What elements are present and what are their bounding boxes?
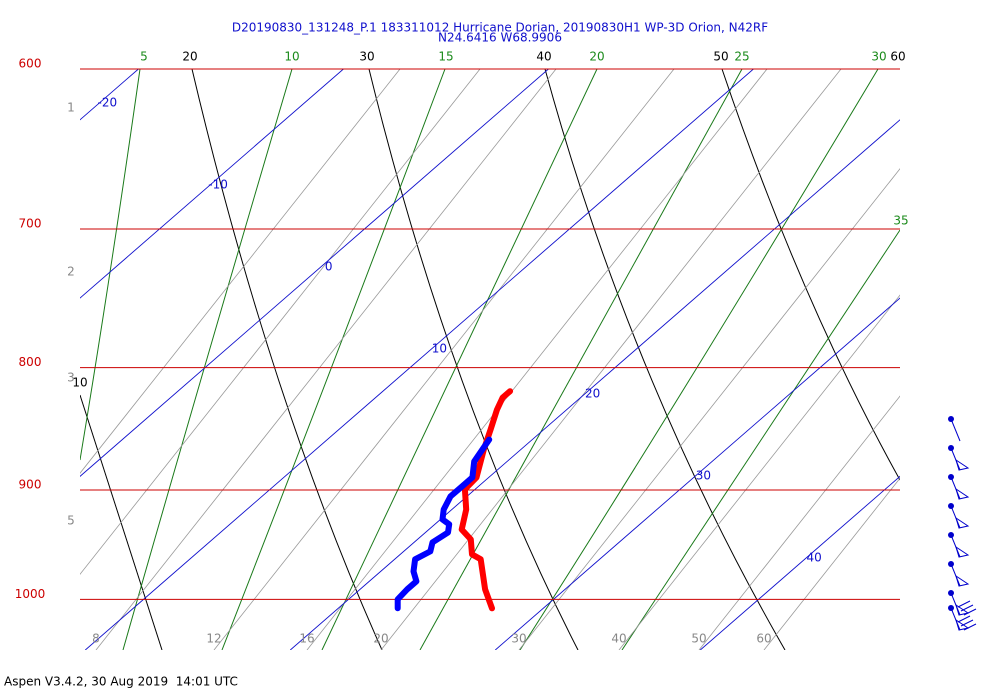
mixing-ratio-line bbox=[380, 69, 842, 650]
moist-adiabat-label: 35 bbox=[893, 214, 908, 228]
profile-line bbox=[394, 436, 493, 612]
barb-flag bbox=[955, 545, 970, 558]
y-tick-label: 1000 bbox=[15, 587, 46, 601]
barb-flag bbox=[955, 458, 970, 471]
isotherm-label: 40 bbox=[806, 551, 821, 565]
barb-flag bbox=[955, 618, 970, 631]
barb-staff bbox=[950, 447, 961, 471]
isotherm-label: 30 bbox=[696, 469, 711, 483]
mixing-ratio-line bbox=[618, 294, 900, 650]
side-label: 3 bbox=[67, 371, 75, 385]
footer: Aspen V3.4.2, 30 Aug 2019 14:01 UTC bbox=[4, 675, 238, 689]
moist-adiabat bbox=[122, 69, 293, 650]
mixing-ratio-line bbox=[698, 395, 900, 650]
moist-adiabat-label: 10 bbox=[284, 50, 299, 64]
barb-feather bbox=[960, 619, 974, 627]
moist-adiabat bbox=[321, 69, 598, 650]
dry-adiabat-label: 10 bbox=[72, 376, 87, 390]
side-label: 2 bbox=[67, 265, 75, 279]
barb-staff bbox=[950, 476, 961, 500]
mixing-ratio-label: 40 bbox=[611, 632, 626, 646]
barb-staff bbox=[950, 534, 961, 558]
side-label: 1 bbox=[67, 101, 75, 115]
barb-feather bbox=[963, 623, 977, 631]
mixing-ratio-lines bbox=[80, 69, 900, 650]
dry-adiabat-label: 50 bbox=[713, 50, 728, 64]
moist-adiabat-label: 30 bbox=[871, 50, 886, 64]
moist-adiabat-label: 25 bbox=[734, 50, 749, 64]
mixing-ratio-label: 12 bbox=[206, 632, 221, 646]
dry-adiabat-label: 40 bbox=[536, 50, 551, 64]
isotherm bbox=[700, 475, 900, 650]
dry-adiabat-label: 20 bbox=[182, 50, 197, 64]
isotherm bbox=[80, 69, 344, 299]
dry-adiabat-label: 30 bbox=[359, 50, 374, 64]
moist-adiabat bbox=[221, 69, 446, 650]
isotherm-label: 0 bbox=[325, 260, 333, 274]
barb-feather bbox=[960, 604, 974, 612]
isotherm-label: 10 bbox=[432, 342, 447, 356]
y-tick-label: 600 bbox=[19, 57, 42, 71]
profile-line bbox=[458, 388, 514, 612]
mixing-ratio-line bbox=[213, 69, 675, 650]
isotherm bbox=[85, 69, 754, 650]
barb-flag bbox=[955, 516, 970, 529]
barb-flag bbox=[955, 574, 970, 587]
moist-adiabat-label: 5 bbox=[140, 50, 148, 64]
isotherm bbox=[290, 119, 900, 650]
barb-staff bbox=[950, 505, 961, 529]
chart-title: D20190830_131248_P.1 183311012 Hurricane… bbox=[232, 21, 768, 35]
side-label: 5 bbox=[67, 514, 75, 528]
y-tick-label: 700 bbox=[19, 217, 42, 231]
mixing-ratio-label: 20 bbox=[373, 632, 388, 646]
barb-flag bbox=[955, 603, 970, 616]
dry-adiabat bbox=[80, 394, 163, 650]
isotherm-label: -10 bbox=[208, 178, 228, 192]
mixing-ratio-line bbox=[518, 168, 900, 650]
moist-adiabat-label: 15 bbox=[438, 50, 453, 64]
barb-staff bbox=[950, 592, 961, 616]
isotherm-label: 20 bbox=[585, 387, 600, 401]
mixing-ratio-label: 60 bbox=[756, 632, 771, 646]
dry-adiabat-label: 60 bbox=[890, 50, 905, 64]
mixing-ratio-label: 16 bbox=[299, 632, 314, 646]
mixing-ratio-label: 8 bbox=[92, 632, 100, 646]
moist-adiabat bbox=[519, 69, 879, 650]
barb-feather bbox=[963, 608, 977, 616]
mixing-ratio-line bbox=[306, 69, 768, 650]
dry-adiabat bbox=[544, 69, 786, 650]
isotherm bbox=[495, 297, 900, 650]
barb-flag bbox=[955, 487, 970, 500]
moist-adiabat bbox=[621, 229, 900, 650]
moist-adiabat-label: 20 bbox=[589, 50, 604, 64]
isotherm bbox=[80, 69, 549, 477]
barb-staff bbox=[950, 607, 961, 631]
mixing-ratio-label: 50 bbox=[691, 632, 706, 646]
plot-area bbox=[80, 69, 900, 650]
chart-subtitle: N24.6416 W68.9906 bbox=[438, 31, 562, 45]
isotherm-label: -20 bbox=[98, 96, 118, 110]
mixing-ratio-line bbox=[80, 69, 481, 575]
mixing-ratio-line bbox=[95, 69, 557, 650]
barb-feather bbox=[957, 600, 971, 608]
mixing-ratio-label: 30 bbox=[511, 632, 526, 646]
y-tick-label: 900 bbox=[19, 477, 42, 491]
barb-staff bbox=[950, 418, 961, 442]
dry-adiabat bbox=[368, 69, 579, 650]
barb-feather bbox=[957, 615, 971, 623]
wind-barbs bbox=[948, 416, 977, 631]
y-tick-label: 800 bbox=[19, 355, 42, 369]
mixing-ratio-line bbox=[763, 477, 900, 650]
mixing-ratio-line bbox=[80, 69, 401, 474]
barb-staff bbox=[950, 563, 961, 587]
dry-adiabat bbox=[191, 69, 383, 650]
